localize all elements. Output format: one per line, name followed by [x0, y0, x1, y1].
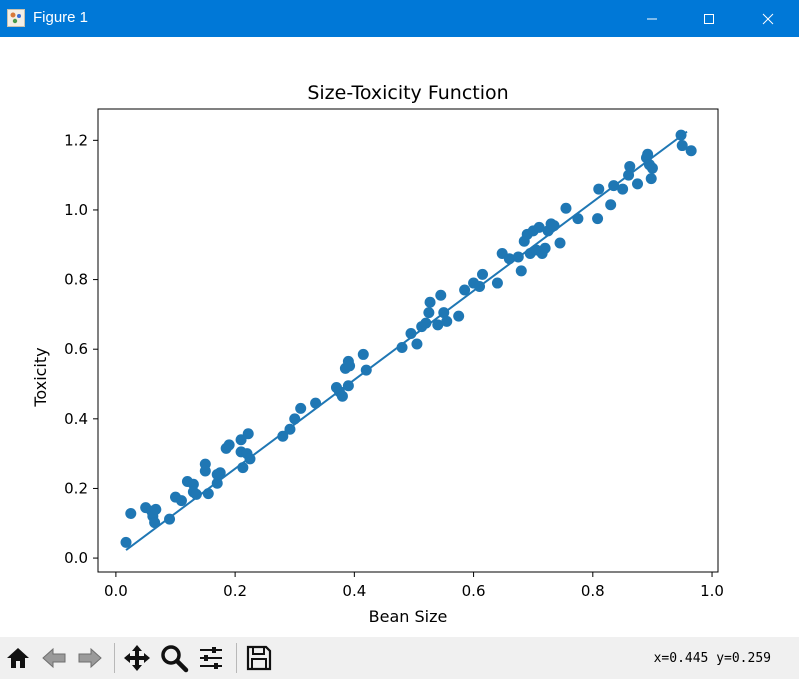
toolbar-separator	[114, 643, 115, 673]
scatter-point	[491, 277, 503, 289]
scatter-chart: Size-Toxicity Function 0.0 0.2 0.4 0.6 0.8 1.…	[31, 82, 724, 626]
scatter-point	[424, 296, 436, 308]
window-titlebar: Figure 1	[0, 0, 799, 37]
scatter-point	[190, 488, 202, 500]
pan-move-icon	[124, 645, 150, 671]
x-tick-label: 0.6	[462, 582, 486, 600]
chart-title: Size-Toxicity Function	[307, 82, 508, 104]
scatter-point	[605, 199, 617, 211]
scatter-point	[120, 536, 132, 548]
window-title: Figure 1	[33, 9, 89, 26]
scatter-point	[548, 220, 560, 232]
y-tick-label: 0.2	[64, 479, 88, 497]
x-axis-label: Bean Size	[369, 607, 448, 626]
x-tick-label: 0.4	[342, 582, 366, 600]
y-axis-label: Toxicity	[31, 347, 50, 407]
scatter-point	[533, 221, 545, 233]
scatter-point	[554, 237, 566, 249]
y-tick-label: 1.2	[64, 131, 88, 149]
scatter-point	[420, 317, 432, 329]
maximize-button[interactable]	[686, 0, 732, 37]
x-axis-ticks: 0.0 0.2 0.4 0.6 0.8 1.0	[104, 572, 724, 600]
scatter-point	[617, 183, 629, 195]
x-tick-label: 0.2	[223, 582, 247, 600]
scatter-point	[539, 242, 551, 254]
scatter-point	[642, 148, 654, 160]
scatter-point	[435, 289, 447, 301]
scatter-point	[411, 338, 423, 350]
y-tick-label: 0.6	[64, 340, 88, 358]
data-layer	[120, 129, 697, 551]
pan-button[interactable]	[120, 640, 154, 676]
scatter-point	[453, 310, 465, 322]
scatter-point	[150, 503, 162, 515]
x-tick-label: 0.8	[581, 582, 605, 600]
toolbar-separator	[236, 643, 237, 673]
y-tick-label: 1.0	[64, 201, 88, 219]
scatter-point	[396, 341, 408, 353]
y-tick-label: 0.4	[64, 410, 88, 428]
configure-subplots-icon	[200, 647, 222, 669]
save-floppy-icon	[246, 645, 272, 671]
back-button[interactable]	[37, 640, 71, 676]
home-button[interactable]	[1, 640, 35, 676]
scatter-point	[432, 319, 444, 331]
scatter-point	[125, 508, 137, 520]
minimize-button[interactable]	[629, 0, 675, 37]
forward-button[interactable]	[73, 640, 107, 676]
scatter-point	[187, 478, 199, 490]
scatter-point	[632, 178, 644, 190]
y-axis-ticks: 0.0 0.2 0.4 0.6 0.8 1.0 1.2	[64, 131, 98, 567]
x-tick-label: 0.0	[104, 582, 128, 600]
scatter-point	[357, 348, 369, 360]
scatter-point	[175, 495, 187, 507]
app-icon	[7, 9, 25, 27]
forward-arrow-icon	[78, 647, 102, 669]
scatter-point	[214, 467, 226, 479]
configure-subplots-button[interactable]	[194, 640, 228, 676]
scatter-point	[295, 402, 307, 414]
x-tick-label: 1.0	[700, 582, 724, 600]
scatter-point	[242, 428, 254, 440]
scatter-point	[676, 140, 688, 152]
fit-line	[125, 130, 688, 551]
close-button[interactable]	[745, 0, 791, 37]
scatter-point	[645, 173, 657, 185]
scatter-point	[289, 413, 301, 425]
scatter-point	[624, 160, 636, 172]
save-button[interactable]	[242, 640, 276, 676]
scatter-point	[199, 465, 211, 477]
scatter-point	[646, 162, 658, 174]
scatter-point	[223, 439, 235, 451]
scatter-point	[277, 430, 289, 442]
scatter-point	[593, 183, 605, 195]
scatter-point	[560, 202, 572, 214]
scatter-point	[459, 284, 471, 296]
scatter-point	[441, 315, 453, 327]
scatter-point	[592, 213, 604, 225]
navigation-toolbar: x=0.445 y=0.259	[0, 637, 799, 679]
cursor-coordinates: x=0.445 y=0.259	[653, 651, 771, 666]
scatter-point	[515, 265, 527, 277]
scatter-point	[344, 360, 356, 372]
scatter-point	[149, 517, 161, 529]
zoom-button[interactable]	[157, 640, 191, 676]
scatter-point	[685, 145, 697, 157]
figure-canvas[interactable]: Size-Toxicity Function 0.0 0.2 0.4 0.6 0.8 1.…	[0, 37, 799, 637]
y-tick-label: 0.0	[64, 549, 88, 567]
zoom-magnifier-icon	[161, 645, 189, 673]
back-arrow-icon	[42, 647, 66, 669]
home-icon	[7, 648, 29, 668]
y-tick-label: 0.8	[64, 271, 88, 289]
scatter-point	[423, 307, 435, 319]
scatter-point	[336, 390, 348, 402]
scatter-point	[477, 268, 489, 280]
